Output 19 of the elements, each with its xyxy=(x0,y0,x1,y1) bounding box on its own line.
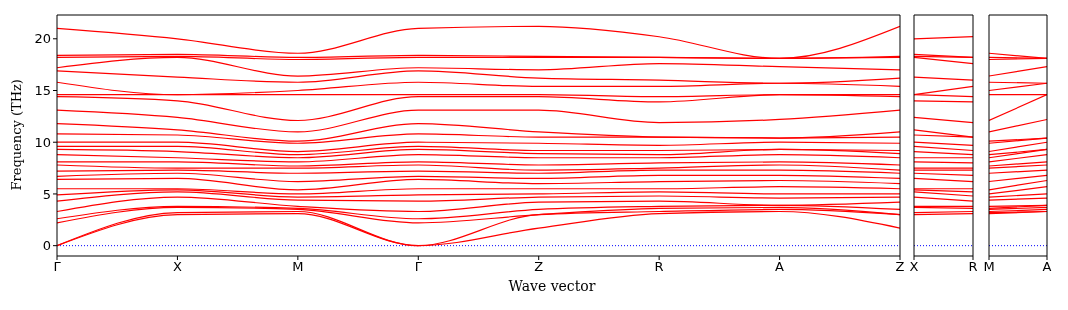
x-tick-label: A xyxy=(1042,259,1052,275)
x-tick-label: X xyxy=(172,259,182,275)
x-tick-label: Z xyxy=(895,259,905,275)
y-tick-label: 0 xyxy=(42,238,51,254)
x-tick-label: M xyxy=(983,259,995,275)
y-tick-label: 20 xyxy=(34,31,51,47)
y-tick-label: 15 xyxy=(34,83,51,99)
x-axis-title: Wave vector xyxy=(507,278,597,294)
x-tick-label: Γ xyxy=(53,259,62,275)
y-axis-title: Frequency (THz) xyxy=(8,79,24,191)
x-tick-label: Γ xyxy=(414,259,423,275)
x-tick-label: X xyxy=(909,259,919,275)
x-tick-label: R xyxy=(968,259,978,275)
x-tick-label: A xyxy=(775,259,785,275)
x-tick-label: M xyxy=(292,259,304,275)
x-tick-label: R xyxy=(654,259,664,275)
y-tick-label: 5 xyxy=(42,186,51,202)
y-tick-label: 10 xyxy=(34,134,51,150)
x-tick-label: Z xyxy=(534,259,544,275)
